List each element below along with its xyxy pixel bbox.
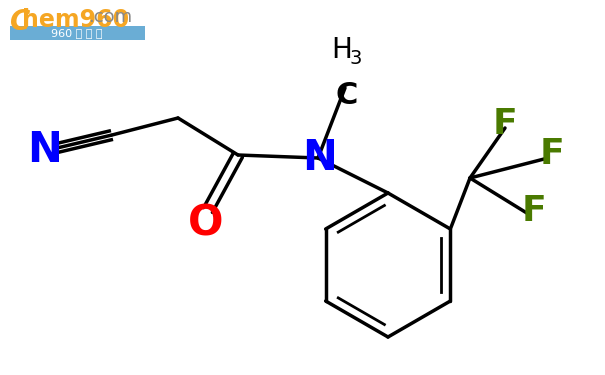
- Text: F: F: [522, 194, 546, 228]
- Text: N: N: [28, 129, 62, 171]
- Text: H: H: [332, 36, 353, 64]
- Text: O: O: [188, 203, 224, 245]
- Text: 3: 3: [350, 48, 362, 68]
- Text: 960 化 工 网: 960 化 工 网: [51, 28, 103, 38]
- Text: C: C: [10, 8, 30, 36]
- FancyBboxPatch shape: [10, 26, 145, 40]
- Text: F: F: [540, 137, 564, 171]
- Text: F: F: [492, 107, 517, 141]
- Text: hem960: hem960: [22, 8, 129, 32]
- Text: C: C: [336, 81, 358, 111]
- Text: N: N: [302, 137, 338, 179]
- Text: .com: .com: [88, 8, 132, 26]
